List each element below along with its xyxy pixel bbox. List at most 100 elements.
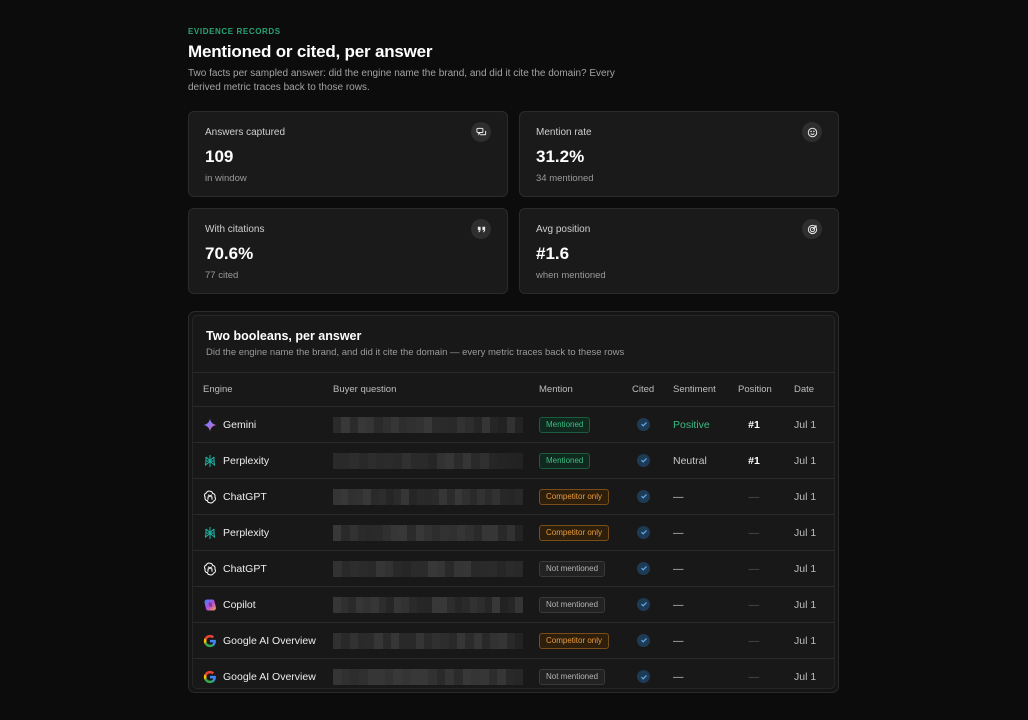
stat-value: 31.2% bbox=[536, 147, 585, 166]
engine-name: Copilot bbox=[223, 598, 256, 611]
position-cell: #1 bbox=[736, 406, 792, 443]
position-value: #1 bbox=[748, 454, 760, 467]
stat-label: With citations bbox=[205, 224, 265, 235]
position-value: — bbox=[748, 598, 760, 611]
sentiment-value: — bbox=[673, 526, 684, 539]
cited-cell bbox=[632, 514, 673, 551]
mention-cell: Not mentioned bbox=[539, 659, 632, 689]
perplexity-icon bbox=[203, 526, 217, 540]
mention-cell: Mentioned bbox=[539, 442, 632, 479]
mention-cell: Competitor only bbox=[539, 478, 632, 515]
date-cell: Jul 1 bbox=[792, 478, 834, 515]
check-icon bbox=[637, 670, 650, 683]
perplexity-icon bbox=[203, 454, 217, 468]
engine-name: Gemini bbox=[223, 418, 257, 431]
engine-cell: Copilot bbox=[193, 586, 333, 623]
google-icon bbox=[203, 634, 217, 648]
chat-bubbles-icon bbox=[471, 122, 491, 142]
chatgpt-icon bbox=[203, 562, 217, 576]
stat-value: #1.6 bbox=[536, 244, 570, 263]
evidence-table-panel: Two booleans, per answer Did the engine … bbox=[188, 311, 839, 693]
engine-cell: Perplexity bbox=[193, 514, 333, 551]
sentiment-value: Neutral bbox=[673, 454, 707, 467]
column-header-mention[interactable]: Mention bbox=[539, 372, 632, 407]
column-header-date[interactable]: Date bbox=[792, 372, 834, 407]
check-icon bbox=[637, 561, 650, 575]
mention-cell: Mentioned bbox=[539, 406, 632, 443]
engine-name: Google AI Overview bbox=[223, 634, 316, 647]
engine-name: ChatGPT bbox=[223, 562, 267, 575]
table-row[interactable]: Perplexity Competitor only — — Jul 1 bbox=[193, 514, 834, 551]
position-cell: — bbox=[736, 550, 792, 587]
table-row[interactable]: Google AI Overview Competitor only — — J… bbox=[193, 622, 834, 659]
stat-label: Answers captured bbox=[205, 127, 286, 138]
stat-card-answers-captured: Answers captured 109 in window bbox=[188, 111, 508, 197]
position-value: — bbox=[748, 562, 760, 575]
engine-name: Perplexity bbox=[223, 526, 270, 539]
stat-value: 70.6% bbox=[205, 244, 254, 263]
buyer-question-redacted bbox=[333, 442, 539, 479]
engine-name: ChatGPT bbox=[223, 490, 267, 503]
sentiment-cell: — bbox=[673, 622, 736, 659]
sentiment-cell: Positive bbox=[673, 406, 736, 443]
sentiment-cell: — bbox=[673, 586, 736, 623]
table-row[interactable]: ChatGPT Not mentioned — — Jul 1 bbox=[193, 550, 834, 587]
stat-card-avg-position: Avg position #1.6 when mentioned bbox=[519, 208, 839, 294]
engine-name: Google AI Overview bbox=[223, 670, 316, 683]
mention-cell: Not mentioned bbox=[539, 550, 632, 587]
mention-badge: Not mentioned bbox=[539, 596, 606, 613]
date-value: Jul 1 bbox=[794, 598, 817, 611]
sentiment-value: — bbox=[673, 490, 684, 503]
sentiment-value: — bbox=[673, 634, 684, 647]
engine-cell: ChatGPT bbox=[193, 478, 333, 515]
stat-value: 109 bbox=[205, 147, 234, 166]
mention-badge: Competitor only bbox=[539, 524, 610, 541]
position-cell: — bbox=[736, 622, 792, 659]
table-title: Two booleans, per answer bbox=[206, 329, 362, 343]
engine-cell: Gemini bbox=[193, 406, 333, 443]
stat-subtext: when mentioned bbox=[536, 270, 606, 281]
date-cell: Jul 1 bbox=[792, 442, 834, 479]
table-row[interactable]: Google AI Overview Not mentioned — — Jul… bbox=[193, 659, 834, 689]
stat-subtext: 34 mentioned bbox=[536, 173, 594, 184]
buyer-question-redacted bbox=[333, 514, 539, 551]
table-row[interactable]: Gemini Mentioned Positive #1 Jul 1 bbox=[193, 406, 834, 443]
check-icon bbox=[637, 453, 650, 467]
column-header-engine[interactable]: Engine bbox=[193, 372, 333, 407]
table-row[interactable]: Perplexity Mentioned Neutral #1 Jul 1 bbox=[193, 442, 834, 479]
table-row[interactable]: ChatGPT Competitor only — — Jul 1 bbox=[193, 478, 834, 515]
mention-badge: Mentioned bbox=[539, 416, 591, 433]
stat-subtext: 77 cited bbox=[205, 270, 239, 281]
page-description: Two facts per sampled answer: did the en… bbox=[188, 68, 615, 93]
position-cell: — bbox=[736, 586, 792, 623]
column-header-position[interactable]: Position bbox=[736, 372, 792, 407]
stat-card-with-citations: With citations 70.6% 77 cited bbox=[188, 208, 508, 294]
buyer-question-redacted bbox=[333, 550, 539, 587]
column-header-cited[interactable]: Cited bbox=[632, 372, 673, 407]
buyer-question-redacted bbox=[333, 478, 539, 515]
buyer-question-redacted bbox=[333, 659, 539, 689]
cited-cell bbox=[632, 442, 673, 479]
sentiment-value: Positive bbox=[673, 418, 710, 431]
table-header-row: Engine Buyer question Mention Cited Sent… bbox=[193, 372, 834, 407]
column-header-buyer-question[interactable]: Buyer question bbox=[333, 372, 539, 407]
date-cell: Jul 1 bbox=[792, 550, 834, 587]
google-icon bbox=[203, 670, 217, 684]
section-eyebrow: EVIDENCE RECORDS bbox=[188, 27, 281, 36]
date-cell: Jul 1 bbox=[792, 406, 834, 443]
column-header-sentiment[interactable]: Sentiment bbox=[673, 372, 736, 407]
sentiment-cell: — bbox=[673, 659, 736, 689]
table-row[interactable]: Copilot Not mentioned — — Jul 1 bbox=[193, 586, 834, 623]
stat-label: Avg position bbox=[536, 224, 591, 235]
cited-cell bbox=[632, 478, 673, 515]
buyer-question-redacted bbox=[333, 622, 539, 659]
sentiment-cell: — bbox=[673, 478, 736, 515]
check-icon bbox=[637, 633, 650, 647]
position-cell: #1 bbox=[736, 442, 792, 479]
cited-cell bbox=[632, 586, 673, 623]
date-cell: Jul 1 bbox=[792, 586, 834, 623]
check-icon bbox=[637, 489, 650, 503]
stat-card-mention-rate: Mention rate 31.2% 34 mentioned bbox=[519, 111, 839, 197]
position-cell: — bbox=[736, 659, 792, 689]
copilot-icon bbox=[203, 598, 217, 612]
